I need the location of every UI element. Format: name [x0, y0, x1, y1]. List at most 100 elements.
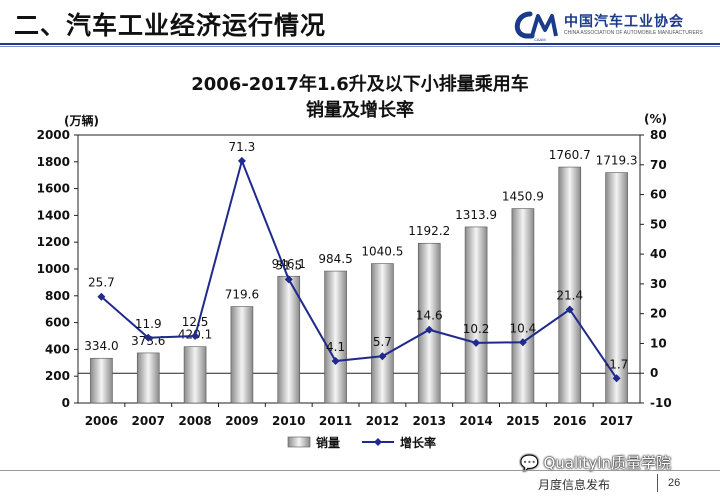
bar-value-label: 1760.7 — [549, 148, 591, 162]
growth-rate-label: 31.5 — [275, 258, 302, 272]
x-tick-label: 2008 — [178, 414, 211, 428]
caam-logo: CAAM 中国汽车工业协会 CHINA ASSOCIATION OF AUTOM… — [508, 8, 708, 42]
growth-rate-marker — [97, 292, 106, 301]
chart-title-line2: 销量及增长率 — [306, 100, 414, 121]
y-left-tick-label: 1600 — [37, 182, 70, 196]
growth-rate-marker — [565, 305, 574, 314]
y-left-tick-label: 0 — [62, 396, 70, 410]
footer-separator — [657, 474, 658, 492]
bar-sales — [90, 357, 113, 404]
x-tick-label: 2015 — [506, 414, 539, 428]
growth-rate-label: 71.3 — [229, 140, 256, 154]
growth-rate-marker — [331, 357, 340, 366]
watermark: 💬 QualityIn质量学院 — [520, 452, 671, 473]
growth-rate-label: 12.5 — [182, 315, 209, 329]
y-right-tick-label: 60 — [650, 188, 667, 202]
growth-rate-marker — [425, 325, 434, 334]
y-right-tick-label: 0 — [650, 366, 658, 380]
y-left-unit: (万辆) — [64, 114, 99, 128]
org-subtitle: CHINA ASSOCIATION OF AUTOMOBILE MANUFACT… — [564, 30, 703, 36]
plot-frame — [77, 134, 641, 404]
bar-sales — [605, 172, 628, 404]
legend-bar-swatch — [287, 436, 311, 448]
header-divider-thin — [0, 46, 720, 47]
legend-bar-label: 销量 — [316, 435, 340, 450]
growth-rate-label: 10.2 — [463, 322, 490, 336]
page-number: 26 — [668, 477, 681, 489]
org-name: 中国汽车工业协会 — [564, 14, 684, 30]
growth-rate-label: 25.7 — [88, 276, 115, 290]
y-right-tick-label: 40 — [650, 247, 667, 261]
wechat-icon: 💬 — [520, 454, 539, 472]
legend-line-marker — [374, 438, 382, 446]
y-right-tick-label: 80 — [650, 128, 667, 142]
y-right-tick-label: -10 — [650, 396, 672, 410]
bar-sales — [136, 352, 160, 404]
y-right-tick-label: 50 — [650, 217, 667, 231]
x-tick-label: 2010 — [272, 414, 305, 428]
bar-value-label: 719.6 — [225, 288, 259, 302]
bar-sales — [464, 226, 488, 404]
bar-sales — [417, 242, 441, 404]
x-tick-label: 2013 — [413, 414, 446, 428]
x-tick-label: 2017 — [600, 414, 633, 428]
bar-sales — [230, 306, 254, 404]
x-tick-label: 2007 — [132, 414, 165, 428]
growth-rate-label: 10.4 — [510, 321, 537, 335]
y-left-tick-label: 1000 — [37, 262, 70, 276]
y-right-tick-label: 10 — [650, 336, 667, 350]
growth-rate-label: 14.6 — [416, 309, 443, 323]
bar-value-label: 334.0 — [84, 339, 118, 353]
bar-value-label: 1450.9 — [502, 190, 544, 204]
growth-rate-label: -1.7 — [605, 357, 628, 371]
y-left-tick-label: 200 — [45, 369, 70, 383]
x-tick-label: 2006 — [85, 414, 118, 428]
bar-value-label: 1313.9 — [455, 208, 497, 222]
x-tick-label: 2014 — [459, 414, 492, 428]
footer-text: 月度信息发布 — [538, 478, 611, 492]
y-right-tick-label: 20 — [650, 307, 667, 321]
bar-value-label: 984.5 — [318, 252, 352, 266]
bar-sales — [183, 346, 207, 404]
growth-rate-marker — [144, 333, 153, 342]
logo-mark-text: CAAM — [534, 37, 546, 42]
growth-rate-label: 11.9 — [135, 317, 162, 331]
growth-rate-label: 4.1 — [326, 340, 345, 354]
bar-sales — [511, 208, 535, 404]
y-left-tick-label: 600 — [45, 316, 70, 330]
growth-rate-label: 5.7 — [373, 335, 392, 349]
x-tick-label: 2009 — [225, 414, 258, 428]
bar-sales — [324, 270, 347, 404]
bar-value-label: 946.1 — [272, 257, 306, 271]
y-right-tick-label: 70 — [650, 158, 667, 172]
growth-rate-marker — [191, 332, 200, 340]
y-left-tick-label: 800 — [45, 289, 70, 303]
x-tick-label: 2016 — [553, 414, 586, 428]
growth-rate-marker — [518, 338, 527, 347]
bar-value-label: 1192.2 — [408, 224, 450, 238]
legend-line-label: 增长率 — [400, 435, 436, 450]
growth-rate-line — [100, 157, 618, 379]
growth-rate-marker — [378, 352, 387, 361]
growth-rate-marker — [612, 374, 621, 383]
footer-divider — [0, 470, 720, 471]
y-left-tick-label: 1400 — [37, 208, 70, 222]
bar-value-label: 1040.5 — [361, 245, 403, 259]
y-right-tick-label: 30 — [650, 277, 667, 291]
chart-title-line1: 2006-2017年1.6升及以下小排量乘用车 — [191, 74, 529, 95]
y-left-tick-label: 1800 — [37, 155, 70, 169]
y-left-tick-label: 2000 — [37, 128, 70, 142]
bar-sales — [371, 263, 394, 404]
bar-value-label: 1719.3 — [596, 154, 638, 168]
bar-sales — [277, 275, 301, 404]
y-left-tick-label: 400 — [45, 342, 70, 356]
y-right-unit: (%) — [644, 112, 667, 126]
growth-rate-marker — [472, 338, 481, 347]
page-title: 二、汽车工业经济运行情况 — [14, 11, 327, 40]
header-divider — [0, 43, 720, 45]
growth-rate-label: 21.4 — [556, 288, 583, 302]
caam-logo-icon: CAAM — [514, 11, 558, 42]
growth-rate-marker — [284, 275, 293, 284]
watermark-text: QualityIn质量学院 — [543, 454, 671, 472]
